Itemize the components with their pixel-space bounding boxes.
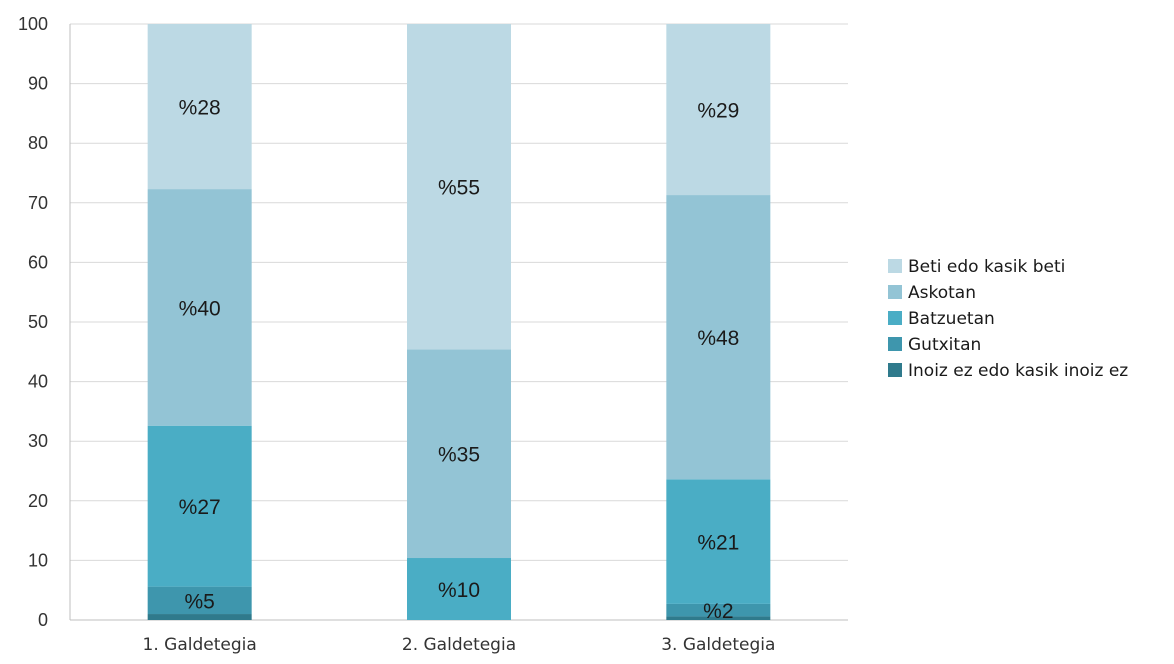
- bar-segment: [147, 24, 252, 190]
- legend-swatch: [888, 259, 902, 273]
- bar-segment: [147, 614, 252, 620]
- y-axis-tick-labels: 0 10 20 30 40 50 60 70 80 90 100: [18, 14, 48, 630]
- legend-swatch: [888, 337, 902, 351]
- legend-label: Inoiz ez edo kasik inoiz ez: [908, 361, 1128, 381]
- bar-segments: [147, 24, 771, 620]
- y-tick-label: 80: [28, 133, 48, 153]
- y-tick-label: 100: [18, 14, 48, 34]
- legend-label: Gutxitan: [908, 335, 981, 355]
- bar-segment: [407, 558, 511, 620]
- bar-segment: [147, 189, 252, 426]
- data-label: %5: [184, 590, 214, 613]
- bar-segment: [147, 425, 252, 587]
- bar-segment: [666, 24, 771, 196]
- y-tick-label: 70: [28, 193, 48, 213]
- legend-swatch: [888, 363, 902, 377]
- data-label: %35: [438, 444, 480, 467]
- data-label: %10: [438, 579, 480, 602]
- y-tick-label: 60: [28, 252, 48, 272]
- data-label: %28: [179, 97, 221, 120]
- bar-segment: [666, 195, 771, 480]
- y-tick-label: 50: [28, 312, 48, 332]
- data-labels: %5 %27 %40 %28 %10 %35 %55 %2 %21 %48 %29: [179, 97, 740, 623]
- data-label: %55: [438, 177, 480, 200]
- y-tick-label: 90: [28, 74, 48, 94]
- bar-segment: [666, 616, 771, 620]
- data-label: %48: [697, 327, 739, 350]
- y-tick-label: 0: [38, 610, 48, 630]
- legend-swatch: [888, 285, 902, 299]
- legend-swatch: [888, 311, 902, 325]
- data-label: %21: [697, 532, 739, 555]
- y-tick-label: 30: [28, 431, 48, 451]
- bar-segment: [666, 603, 771, 617]
- y-tick-label: 20: [28, 491, 48, 511]
- bar-segment: [407, 24, 511, 350]
- x-category-label: 1. Galdetegia: [143, 635, 257, 655]
- bar-segment: [147, 586, 252, 615]
- y-tick-label: 40: [28, 372, 48, 392]
- legend-label: Beti edo kasik beti: [908, 257, 1065, 277]
- data-label: %2: [703, 600, 733, 623]
- legend-label: Batzuetan: [908, 309, 995, 329]
- bar-segment: [666, 479, 771, 604]
- y-tick-label: 10: [28, 550, 48, 570]
- data-label: %29: [697, 100, 739, 123]
- data-label: %27: [179, 496, 221, 519]
- legend: Beti edo kasik beti Askotan Batzuetan Gutxi…: [888, 257, 1128, 381]
- x-category-label: 2. Galdetegia: [402, 635, 516, 655]
- x-axis-category-labels: 1. Galdetegia 2. Galdetegia 3. Galdetegia: [143, 635, 776, 655]
- data-label: %40: [179, 297, 221, 320]
- legend-label: Askotan: [908, 283, 976, 303]
- x-category-label: 3. Galdetegia: [661, 635, 775, 655]
- bar-segment: [407, 349, 511, 559]
